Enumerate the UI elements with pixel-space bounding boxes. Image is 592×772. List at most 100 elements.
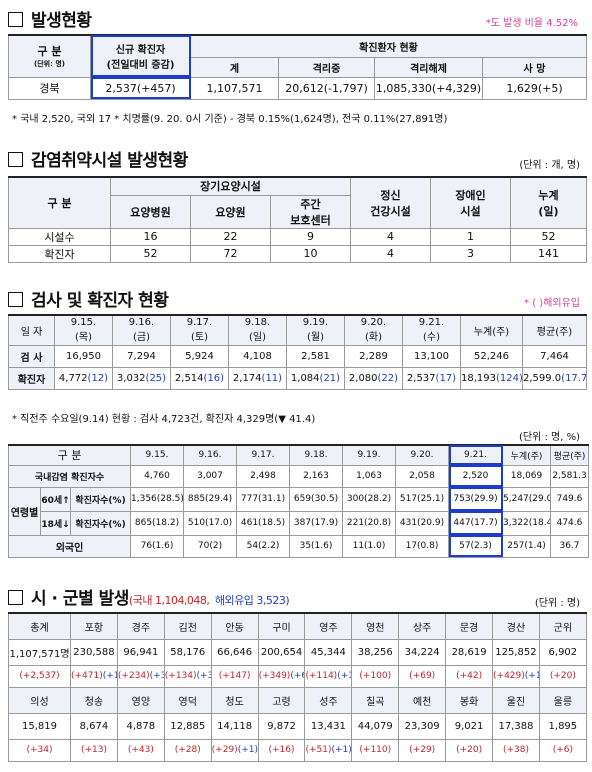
age-table: 구 분 9.15. 9.16. 9.17. 9.18. 9.19. 9.20. …: [8, 444, 589, 558]
cell: 52: [110, 244, 191, 263]
region-increase: (+51)(+1): [304, 738, 353, 762]
cell: 9: [270, 227, 351, 246]
nursing-hospital-header: 요양병원: [110, 194, 191, 229]
region-total: 13,431: [304, 712, 353, 740]
day-care-header: 주간 보호센터: [270, 194, 351, 229]
cell: 76(1.6): [130, 534, 184, 558]
cell: 4,760: [130, 464, 184, 488]
cell: 885(29.4): [183, 486, 237, 512]
cell: 447(17.7): [448, 510, 503, 536]
cell: 3,007: [183, 464, 237, 488]
cell: 865(18.2): [130, 510, 184, 536]
checkbox-square-icon: [8, 152, 23, 167]
age-18-label: 18세↓: [40, 510, 71, 536]
region-increase: (+234)(+3): [116, 664, 165, 688]
overseas-total: 해외유입 3,523): [214, 594, 290, 607]
checkbox-square-icon: [8, 12, 23, 27]
gubun-header: 구 분: [8, 444, 131, 466]
cell: 36.7: [550, 534, 589, 558]
region-name: 구미: [257, 612, 306, 640]
region-name: 상주: [398, 612, 447, 640]
region-name: 김천: [163, 612, 212, 640]
region-increase: (+16): [257, 738, 306, 762]
released-value: 1,085,330(+4,329): [374, 76, 483, 100]
region-increase: (+147): [210, 664, 259, 688]
region-name: 포항: [70, 612, 118, 640]
cell: 72: [190, 244, 271, 263]
confirmed-label: 확진자: [8, 244, 111, 263]
province-ratio-note: *도 발생 비율 4.52%: [485, 18, 578, 29]
gubun-header: 구 분 (단위: 명): [8, 34, 91, 78]
cell: 3,322(18.4): [502, 510, 551, 536]
region-total: 4,878: [116, 712, 165, 740]
tests-label: 검 사: [8, 344, 55, 368]
confirmed-pct-label: 확진자수(%): [70, 510, 131, 536]
region-name: 칠곡: [351, 686, 400, 714]
cell: 57(2.3): [448, 534, 503, 558]
cumulative-header: 누계 (일): [510, 176, 587, 229]
age-60-label: 60세↑: [40, 486, 71, 512]
region-total: 9,872: [257, 712, 306, 740]
total-header: 계: [190, 56, 279, 78]
row-label: 경북: [8, 76, 91, 100]
disabled-facility-header: 장애인 시설: [430, 176, 511, 229]
date-1: 9.16. (금): [112, 314, 171, 346]
region-total: 1,895: [538, 712, 587, 740]
date-5: 9.20.: [395, 444, 449, 466]
region-total: 14,118: [210, 712, 259, 740]
cell: 2,080(22): [344, 366, 403, 390]
cell: 777(31.1): [236, 486, 290, 512]
date-header: 일 자: [8, 314, 55, 346]
cell: 510(17.0): [183, 510, 237, 536]
cell: 387(17.9): [289, 510, 343, 536]
cell: 257(1.4): [502, 534, 551, 558]
cell: 1,084(21): [286, 366, 345, 390]
facilities-table: 구 분 장기요양시설 정신 건강시설 장애인 시설 누계 (일) 요양병원 요양원 주…: [8, 176, 587, 263]
cell: 3,032(25): [112, 366, 171, 390]
confirmed-pct-label: 확진자수(%): [70, 486, 131, 512]
region-increase: (+20): [445, 738, 494, 762]
cell: 221(20.8): [342, 510, 396, 536]
date-3: 9.18.: [289, 444, 343, 466]
isolating-value: 20,612(-1,797): [278, 76, 375, 100]
outbreak-table: 구 분 (단위: 명) 신규 확진자 (전일대비 증감) 확진환자 현황 계 격리중…: [8, 34, 587, 100]
region-name: 경주: [116, 612, 165, 640]
section-title-tests: 검사 및 확진자 현황: [8, 286, 169, 311]
long-term-care-header: 장기요양시설: [110, 176, 351, 196]
region-name: 영천: [351, 612, 400, 640]
cell: 2,581.3: [550, 464, 589, 488]
cell: 16: [110, 227, 191, 246]
cell: 17(0.8): [395, 534, 449, 558]
cell: 749.6: [550, 486, 589, 512]
region-total: 23,309: [398, 712, 447, 740]
cell: 4: [350, 227, 431, 246]
tests-table: 일 자 9.15. (목) 9.16. (금) 9.17. (토) 9.18. (일) …: [8, 314, 587, 390]
fatality-footnote: * 국내 2,520, 국외 17 * 치명률(9. 20. 0시 기준) - …: [12, 114, 448, 125]
date-0: 9.15.: [130, 444, 184, 466]
date-1: 9.16.: [183, 444, 237, 466]
previous-week-note: * 직전주 수요일(9.14) 현황 : 검사 4,723건, 확진자 4,32…: [12, 414, 316, 425]
cell: 2,289: [344, 344, 403, 368]
region-increase: (+29): [398, 738, 447, 762]
region-total: 17,388: [492, 712, 540, 740]
cell: 11(1.0): [342, 534, 396, 558]
region-total: 45,344: [304, 638, 353, 666]
cell: 18,193(124): [460, 366, 523, 390]
region-name: 총계: [8, 612, 71, 640]
region-increase: (+134)(+3): [163, 664, 212, 688]
region-name: 안동: [210, 612, 259, 640]
region-name: 청송: [70, 686, 118, 714]
new-cases-value: 2,537(+457): [90, 76, 191, 100]
region-total: 58,176: [163, 638, 212, 666]
region-increase: (+2,537): [8, 664, 71, 688]
checkbox-square-icon: [8, 590, 23, 605]
cell: 52: [510, 227, 587, 246]
region-name: 영덕: [163, 686, 212, 714]
region-increase: (+100): [351, 664, 400, 688]
cell: 18,069: [502, 464, 551, 488]
cell: 3: [430, 244, 511, 263]
region-total: 15,819: [8, 712, 71, 740]
region-increase: (+69): [398, 664, 447, 688]
region-name: 성주: [304, 686, 353, 714]
region-increase: (+13): [70, 738, 118, 762]
